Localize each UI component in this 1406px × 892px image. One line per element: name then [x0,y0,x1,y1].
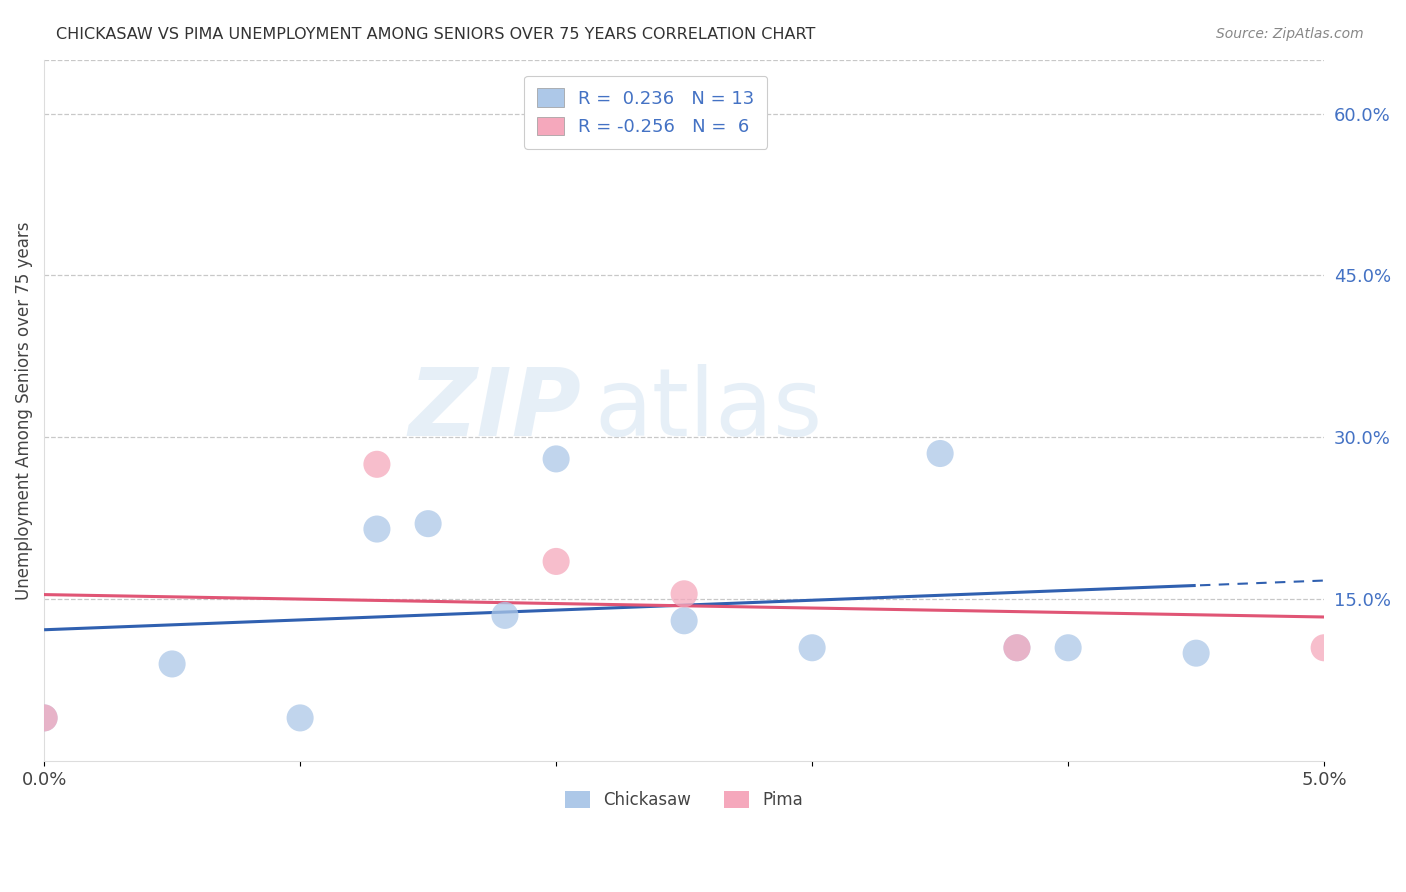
Point [673,614,696,628]
Text: atlas: atlas [595,364,823,457]
Legend: Chickasaw, Pima: Chickasaw, Pima [558,784,810,816]
Point [546,554,568,568]
Y-axis label: Unemployment Among Seniors over 75 years: Unemployment Among Seniors over 75 years [15,221,32,599]
Point [801,640,824,655]
Point [673,587,696,601]
Point [1005,640,1028,655]
Point [929,446,952,460]
Text: ZIP: ZIP [409,364,582,457]
Point [546,451,568,466]
Point [160,657,183,671]
Text: CHICKASAW VS PIMA UNEMPLOYMENT AMONG SENIORS OVER 75 YEARS CORRELATION CHART: CHICKASAW VS PIMA UNEMPLOYMENT AMONG SEN… [56,27,815,42]
Point [366,522,388,536]
Point [288,711,311,725]
Point [32,711,55,725]
Point [1313,640,1336,655]
Point [366,458,388,472]
Point [32,711,55,725]
Point [1005,640,1028,655]
Point [1057,640,1080,655]
Point [1185,646,1208,660]
Text: Source: ZipAtlas.com: Source: ZipAtlas.com [1216,27,1364,41]
Point [416,516,439,531]
Point [494,608,516,623]
